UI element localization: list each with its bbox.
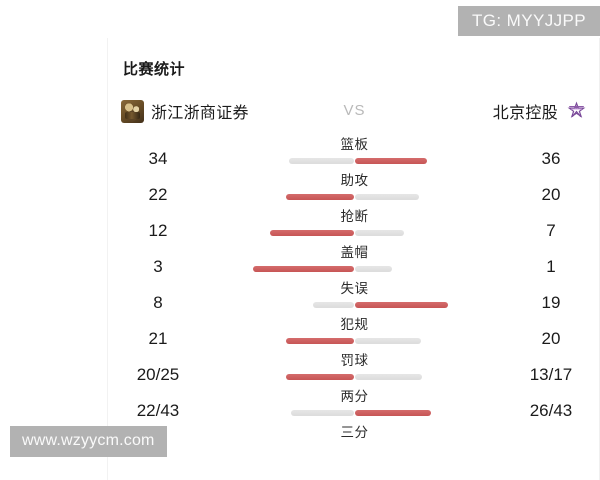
stat-bar-away [354, 266, 392, 272]
stat-bar-track [108, 337, 600, 345]
stat-bar-away [354, 302, 448, 308]
stat-value-home: 3 [153, 257, 163, 276]
stat-value-away: 13/17 [529, 365, 573, 384]
stat-bar-track [108, 373, 600, 381]
stat-row: 助攻 22 20 [108, 172, 600, 208]
stat-value-away: 1 [546, 257, 556, 276]
stat-value-home: 22/43 [136, 401, 180, 420]
stat-label: 两分 [340, 389, 369, 404]
stat-bar-track [108, 409, 600, 417]
stat-row: 盖帽 3 1 [108, 244, 600, 280]
stat-value-away: 20 [541, 329, 561, 348]
stat-value-home: 8 [153, 293, 163, 312]
stat-bar-home [288, 158, 355, 164]
stat-row: 两分 22/43 26/43 [108, 388, 600, 424]
stat-bar-home [313, 302, 355, 308]
stat-row: 篮板 34 36 [108, 136, 600, 172]
stat-bar-away [354, 230, 405, 236]
stat-bar-track [108, 157, 600, 165]
stat-bar-away [354, 194, 420, 200]
stat-row: 失误 8 19 [108, 280, 600, 316]
stat-bar-track [108, 265, 600, 273]
stat-label: 助攻 [340, 173, 369, 188]
stat-bar-home [290, 410, 355, 416]
stat-bar-home [285, 194, 355, 200]
telegram-watermark: TG: MYYJJPP [458, 6, 600, 36]
stat-value-home: 20/25 [136, 365, 180, 384]
stat-value-home: 21 [148, 329, 168, 348]
team-away-name: 北京控股 [492, 105, 558, 122]
stat-value-away: 36 [541, 149, 561, 168]
stat-bar-home [269, 230, 355, 236]
stat-label: 抢断 [340, 209, 369, 224]
stat-rows-list: 篮板 34 36 助攻 22 20 抢断 12 [108, 136, 600, 460]
stat-value-away: 20 [541, 185, 561, 204]
stat-bar-away [354, 410, 431, 416]
stat-label: 三分 [340, 425, 369, 440]
stat-value-away [501, 436, 600, 458]
vs-label: VS [343, 102, 366, 119]
stat-bar-track [108, 229, 600, 237]
stat-label: 失误 [340, 281, 369, 296]
stat-bar-track [108, 301, 600, 309]
stat-value-away: 7 [546, 221, 556, 240]
stat-value-home: 22 [148, 185, 168, 204]
stat-value-home: 34 [148, 149, 168, 168]
stat-row: 抢断 12 7 [108, 208, 600, 244]
stat-bar-home [253, 266, 355, 272]
stat-bar-home [285, 338, 355, 344]
team-home[interactable]: 浙江浙商证券 [121, 94, 249, 128]
page-title: 比赛统计 [123, 61, 186, 78]
stat-label: 盖帽 [340, 245, 369, 260]
beijing-star-logo-icon [565, 99, 588, 123]
site-watermark: www.wzyycm.com [10, 426, 167, 457]
stat-value-away: 26/43 [529, 401, 573, 420]
team-home-name: 浙江浙商证券 [151, 105, 249, 122]
stat-row: 罚球 20/25 13/17 [108, 352, 600, 388]
stat-bar-away [354, 374, 422, 380]
stat-row: 犯规 21 20 [108, 316, 600, 352]
stat-bar-home [285, 374, 355, 380]
stat-value-home: 12 [148, 221, 168, 240]
stat-bar-away [354, 338, 422, 344]
team-away[interactable]: 北京控股 [493, 94, 588, 128]
teams-header: 浙江浙商证券 VS 北京控股 [108, 94, 600, 128]
zhejiang-crest-logo-icon [121, 99, 144, 123]
stat-value-away: 19 [541, 293, 561, 312]
stat-label: 篮板 [340, 137, 369, 152]
match-stats-card: 比赛统计 浙江浙商证券 VS 北京控股 [107, 38, 600, 480]
stat-label: 罚球 [340, 353, 369, 368]
stat-bar-track [108, 193, 600, 201]
stat-label: 犯规 [340, 317, 369, 332]
stat-row: 三分 [108, 424, 600, 460]
stat-bar-away [354, 158, 427, 164]
